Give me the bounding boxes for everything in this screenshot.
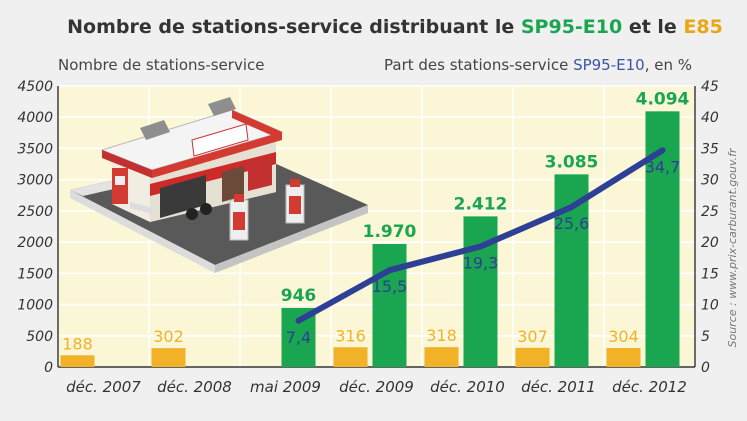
gas-station-illustration: [70, 97, 368, 273]
right-axis-label-sp95-e10: SP95-E10: [573, 56, 645, 74]
left-tick-label: 4500: [17, 79, 53, 95]
e85-data-label: 304: [608, 327, 639, 346]
e85-data-label: 188: [62, 334, 93, 353]
title-middle: et le: [622, 16, 683, 38]
title-prefix: Nombre de stations-service distribuant l…: [67, 16, 521, 38]
share-line: [295, 147, 666, 324]
sp95-e10-bar: [554, 174, 589, 367]
x-tick-label: déc. 2008: [157, 378, 232, 396]
right-tick-label: 0: [701, 360, 710, 376]
x-tick-label: déc. 2007: [66, 378, 141, 396]
e85-bar: [515, 347, 550, 367]
sp95-e10-data-label: 3.085: [545, 152, 599, 172]
sp95-e10-bar: [372, 243, 407, 367]
chart-title: Nombre de stations-service distribuant l…: [67, 16, 723, 38]
left-tick-label: 3500: [17, 141, 53, 157]
right-axis-label-suffix: , en %: [645, 56, 692, 74]
right-tick-label: 40: [701, 110, 719, 126]
x-tick-label: déc. 2009: [339, 378, 414, 396]
right-tick-label: 20: [701, 235, 719, 251]
share-data-label: 15,5: [372, 277, 408, 296]
e85-bar: [424, 347, 459, 367]
right-axis-label: Part des stations-service SP95-E10, en %: [384, 56, 692, 74]
source-note: Source : www.prix-carburant.gouv.fr: [726, 147, 739, 348]
e85-data-label: 316: [335, 326, 366, 345]
right-tick-label: 10: [701, 298, 719, 314]
share-data-label: 7,4: [286, 328, 311, 347]
x-tick-label: déc. 2011: [521, 378, 596, 396]
right-tick-label: 25: [701, 204, 719, 220]
right-tick-label: 5: [701, 329, 710, 345]
left-axis-label: Nombre de stations-service: [58, 56, 264, 74]
e85-bar: [60, 355, 95, 367]
left-tick-label: 0: [44, 360, 53, 376]
sp95-e10-data-label: 1.970: [363, 222, 417, 242]
left-tick-label: 2500: [17, 204, 53, 220]
title-e85: E85: [683, 16, 722, 38]
right-tick-label: 35: [701, 141, 719, 157]
left-tick-label: 4000: [17, 110, 53, 126]
x-tick-label: déc. 2010: [430, 378, 505, 396]
right-axis-label-prefix: Part des stations-service: [384, 56, 573, 74]
x-tick-label: déc. 2012: [612, 378, 687, 396]
e85-data-label: 318: [426, 326, 457, 345]
left-tick-label: 500: [26, 329, 53, 345]
sp95-e10-data-label: 2.412: [454, 194, 508, 214]
share-data-label: 19,3: [463, 253, 499, 272]
left-tick-label: 1000: [17, 298, 53, 314]
e85-bar: [606, 348, 641, 367]
e85-bar: [151, 348, 186, 367]
plot-area: 0 500 1000 1500 2000 2500 3000 3500 4000 4500 0 5 10…: [17, 79, 719, 396]
left-tick-label: 1500: [17, 266, 53, 282]
share-data-label: 34,7: [645, 157, 681, 176]
left-tick-label: 2000: [17, 235, 53, 251]
sp95-e10-data-label: 946: [281, 286, 317, 306]
right-tick-label: 45: [701, 79, 719, 95]
title-sp95-e10: SP95-E10: [521, 16, 622, 38]
left-tick-label: 3000: [17, 173, 53, 189]
right-tick-label: 30: [701, 173, 719, 189]
share-data-label: 25,6: [554, 214, 590, 233]
right-tick-label: 15: [701, 266, 719, 282]
x-tick-label: mai 2009: [250, 378, 321, 396]
e85-data-label: 307: [517, 327, 548, 346]
e85-bar: [333, 347, 368, 367]
e85-data-label: 302: [153, 327, 184, 346]
sp95-e10-data-label: 4.094: [636, 89, 690, 109]
